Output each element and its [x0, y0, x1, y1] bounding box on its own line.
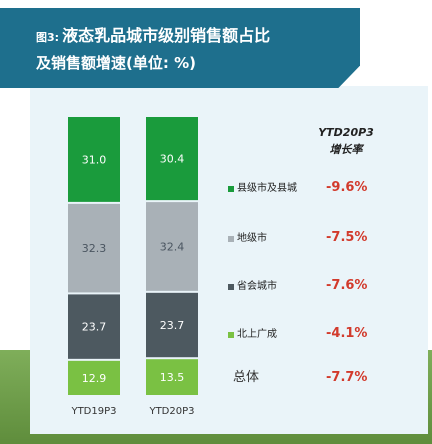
legend-label-county: 县级市及县城 — [237, 183, 297, 194]
bar-segment — [68, 203, 120, 293]
figure-number: 图3: — [36, 31, 60, 44]
bar-data-label: 31.0 — [82, 153, 107, 166]
x-tick-label: YTD19P3 — [70, 406, 116, 417]
bar-data-label: 13.5 — [160, 371, 185, 384]
bar-data-label: 30.4 — [160, 153, 185, 166]
bar-data-label: 23.7 — [160, 319, 185, 332]
bar-data-label: 12.9 — [82, 372, 107, 385]
growth-tier1: -4.1% — [326, 326, 368, 341]
legend-swatch-county — [228, 186, 234, 192]
bar-segment — [68, 360, 120, 395]
legend-swatch-prefecture — [228, 236, 234, 242]
legend-swatch-tier1 — [228, 332, 234, 338]
bar-data-label: 23.7 — [82, 321, 107, 334]
growth-header-label: 增长率 — [329, 143, 363, 156]
bar-segment — [68, 117, 120, 202]
bar-data-label: 32.3 — [82, 242, 107, 255]
chart-title: 液态乳品城市级别销售额占比 — [62, 26, 271, 45]
x-tick-label: YTD20P3 — [148, 406, 194, 417]
legend-label-prefecture: 地级市 — [237, 233, 267, 244]
bar-segment — [146, 202, 198, 291]
legend-swatch-provincial-capital — [228, 284, 234, 290]
legend-label-provincial-capital: 省会城市 — [237, 281, 277, 292]
growth-header-period: YTD20P3 — [318, 126, 374, 139]
chart-title-line-2: 及销售额增速(单位: %) — [36, 54, 196, 72]
bar-segment — [146, 117, 198, 201]
legend-label-tier1: 北上广成 — [237, 329, 277, 340]
chart-title-line-1: 图3: 液态乳品城市级别销售额占比 — [36, 22, 270, 46]
bar-segment — [146, 292, 198, 358]
growth-provincial-capital: -7.6% — [326, 278, 368, 293]
bar-data-label: 32.4 — [160, 240, 185, 253]
growth-county: -9.6% — [326, 180, 368, 195]
bar-segment — [146, 359, 198, 395]
total-label: 总体 — [233, 370, 260, 385]
growth-total: -7.7% — [326, 370, 368, 385]
bar-segment — [68, 294, 120, 359]
growth-prefecture: -7.5% — [326, 230, 368, 245]
title-banner — [0, 8, 360, 88]
